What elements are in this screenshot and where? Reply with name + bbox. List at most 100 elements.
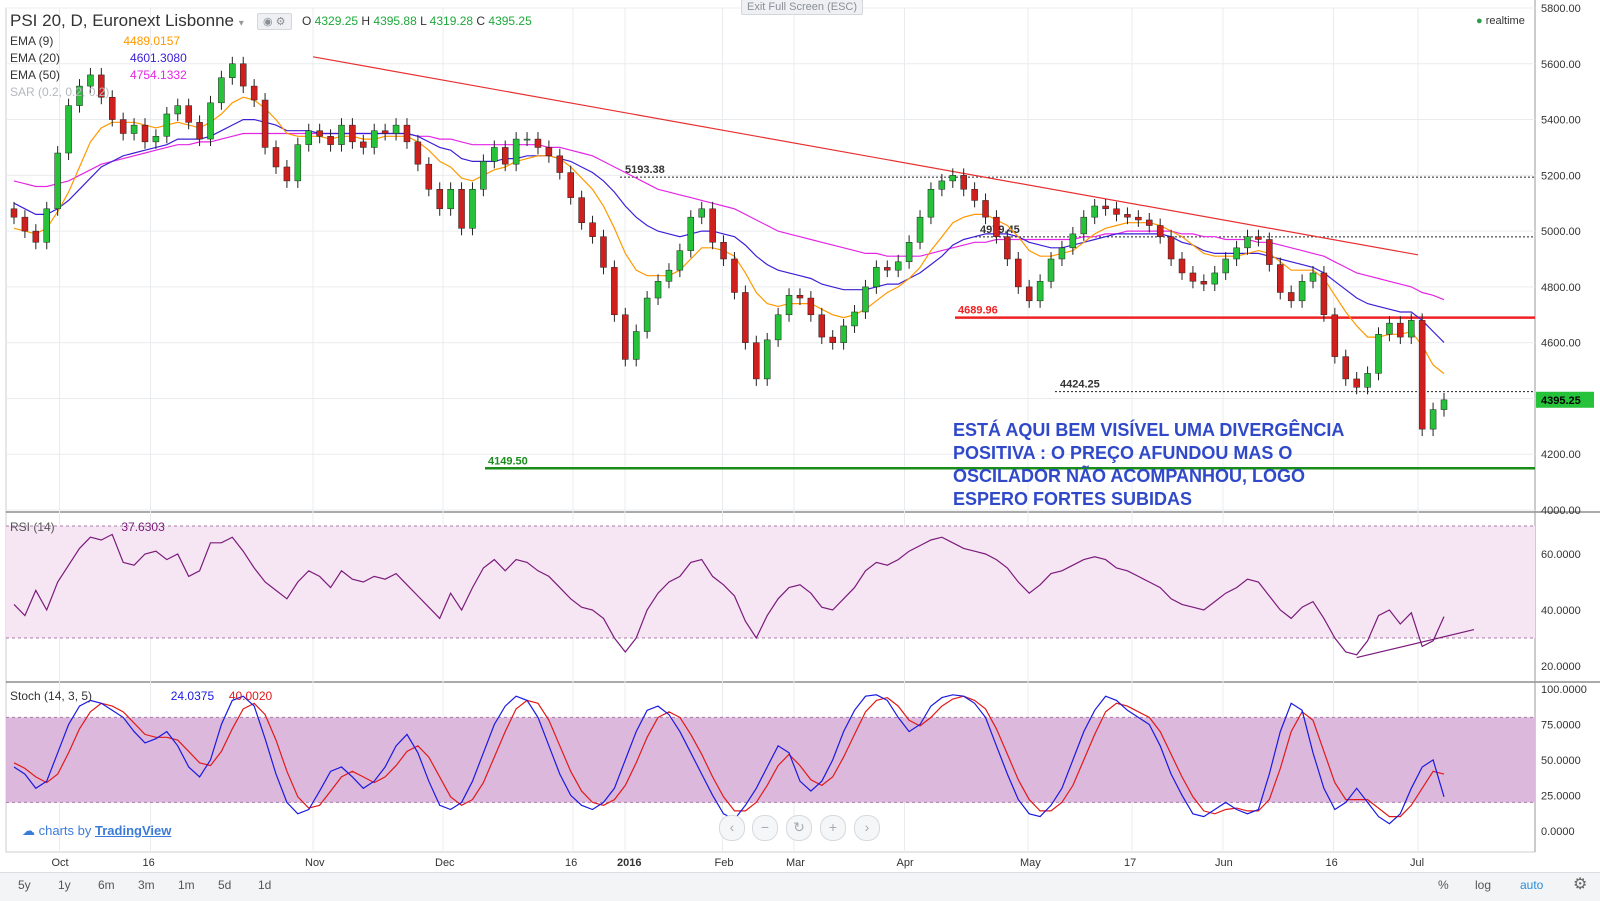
candle[interactable]: [622, 314, 629, 360]
candle[interactable]: [1015, 258, 1022, 288]
candle[interactable]: [731, 258, 738, 293]
candle[interactable]: [807, 297, 815, 316]
candle[interactable]: [971, 189, 978, 201]
candle[interactable]: [152, 136, 160, 143]
candle[interactable]: [501, 147, 509, 165]
candle[interactable]: [218, 77, 225, 104]
candle[interactable]: [862, 286, 869, 313]
candle[interactable]: [414, 141, 422, 165]
timeframe-1m[interactable]: 1m: [178, 878, 195, 892]
candle[interactable]: [643, 297, 651, 332]
candle[interactable]: [76, 85, 83, 106]
candle[interactable]: [1004, 236, 1011, 260]
candle[interactable]: [65, 105, 72, 154]
timeframe-5d[interactable]: 5d: [218, 878, 232, 892]
candle[interactable]: [1178, 258, 1186, 274]
candle[interactable]: [916, 216, 924, 243]
candle[interactable]: [567, 172, 574, 198]
candle[interactable]: [1211, 272, 1219, 285]
candle[interactable]: [338, 124, 345, 145]
candle[interactable]: [229, 63, 236, 78]
candle[interactable]: [1233, 247, 1240, 260]
candle[interactable]: [742, 292, 749, 343]
candle[interactable]: [993, 216, 1000, 237]
candle[interactable]: [130, 124, 138, 134]
candle[interactable]: [1200, 281, 1208, 285]
candle[interactable]: [32, 230, 40, 243]
candle[interactable]: [905, 242, 913, 263]
candle[interactable]: [360, 141, 367, 148]
candle[interactable]: [108, 96, 116, 120]
candle[interactable]: [654, 281, 662, 299]
candle[interactable]: [10, 208, 18, 218]
candle[interactable]: [1146, 219, 1153, 226]
candle[interactable]: [611, 267, 618, 316]
candle[interactable]: [21, 216, 29, 232]
candle[interactable]: [436, 189, 443, 210]
timeframe-3m[interactable]: 3m: [138, 878, 155, 892]
candle[interactable]: [589, 222, 596, 237]
candle[interactable]: [512, 138, 520, 165]
candle[interactable]: [370, 130, 378, 148]
candle[interactable]: [1331, 314, 1339, 357]
candle[interactable]: [785, 295, 793, 316]
candle[interactable]: [851, 311, 858, 327]
candle[interactable]: [1309, 272, 1317, 282]
candle[interactable]: [163, 113, 171, 137]
indicator-row[interactable]: SAR (0.2, 0.2, 0.2): [10, 85, 179, 99]
candle[interactable]: [250, 85, 258, 101]
scroll-right-icon[interactable]: ›: [854, 815, 880, 841]
candle[interactable]: [1047, 258, 1055, 282]
indicator-row[interactable]: EMA (50) 4754.1332: [10, 68, 187, 82]
candle[interactable]: [43, 208, 50, 243]
candle[interactable]: [556, 155, 564, 173]
candle[interactable]: [327, 136, 334, 145]
candle[interactable]: [349, 124, 356, 143]
candle[interactable]: [425, 163, 433, 190]
candle[interactable]: [774, 314, 782, 341]
candle[interactable]: [207, 102, 214, 140]
percent-toggle[interactable]: %: [1438, 878, 1449, 892]
candle[interactable]: [1408, 320, 1415, 338]
auto-toggle[interactable]: auto: [1520, 878, 1544, 892]
zoom-out-icon[interactable]: −: [752, 815, 778, 841]
reset-icon[interactable]: ↻: [786, 815, 812, 841]
candle[interactable]: [196, 122, 203, 140]
candle[interactable]: [1255, 236, 1262, 240]
candle[interactable]: [818, 314, 826, 338]
candle[interactable]: [447, 189, 454, 210]
candle[interactable]: [534, 138, 542, 148]
candle[interactable]: [1375, 334, 1382, 374]
candle[interactable]: [884, 267, 891, 271]
candle[interactable]: [469, 189, 476, 229]
candle[interactable]: [982, 200, 989, 218]
candle[interactable]: [174, 105, 181, 115]
tradingview-branding[interactable]: ☁ charts by TradingView: [22, 823, 171, 839]
candle[interactable]: [698, 208, 705, 218]
candle[interactable]: [949, 175, 957, 182]
candle[interactable]: [523, 138, 531, 141]
candle[interactable]: [676, 250, 684, 271]
candle[interactable]: [960, 175, 967, 190]
candle[interactable]: [632, 331, 640, 360]
candle[interactable]: [261, 99, 269, 148]
candle[interactable]: [545, 147, 553, 157]
candle[interactable]: [1156, 225, 1164, 237]
candle[interactable]: [1058, 247, 1066, 260]
candle[interactable]: [829, 336, 836, 343]
candle[interactable]: [1277, 264, 1284, 293]
candle[interactable]: [1113, 208, 1120, 215]
candle[interactable]: [239, 63, 247, 87]
candle[interactable]: [687, 216, 695, 251]
candle[interactable]: [927, 189, 935, 218]
candle[interactable]: [720, 242, 727, 260]
candle[interactable]: [1167, 236, 1175, 260]
candle[interactable]: [1222, 258, 1229, 274]
candle[interactable]: [1440, 399, 1448, 410]
candle[interactable]: [1080, 216, 1088, 235]
candle[interactable]: [392, 124, 400, 134]
log-toggle[interactable]: log: [1475, 878, 1492, 892]
chevron-down-icon[interactable]: ▾: [238, 18, 244, 29]
candle[interactable]: [938, 180, 946, 190]
candle[interactable]: [403, 124, 411, 143]
